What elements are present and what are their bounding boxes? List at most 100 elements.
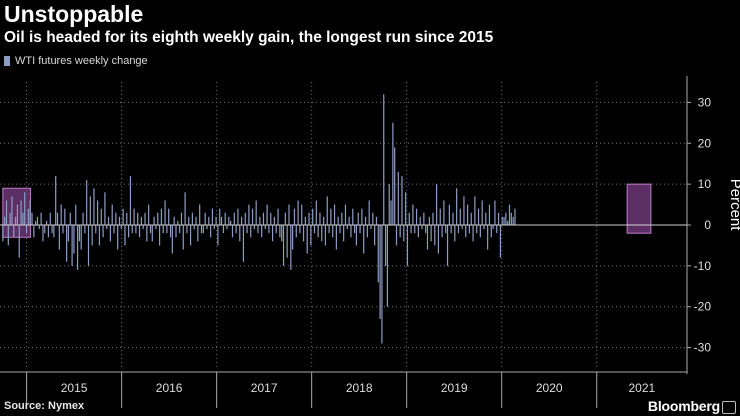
bar — [13, 225, 15, 238]
bar — [73, 225, 75, 254]
chart-title: Unstoppable — [4, 1, 144, 27]
y-tick-label: 0 — [704, 218, 711, 232]
bar — [128, 225, 130, 238]
bar — [497, 212, 500, 225]
bar — [461, 225, 463, 230]
bar — [503, 216, 505, 225]
bar — [488, 204, 491, 225]
highlight-box — [2, 187, 31, 238]
bar — [151, 225, 153, 242]
bar — [479, 225, 481, 238]
bar — [45, 220, 48, 225]
bar — [281, 225, 283, 242]
bar — [162, 225, 164, 234]
bar — [363, 225, 365, 254]
bar — [282, 225, 285, 266]
bar — [222, 225, 224, 234]
bar — [481, 200, 483, 225]
bar — [273, 216, 276, 225]
bar — [226, 225, 228, 230]
bar — [474, 196, 476, 225]
bar — [107, 216, 110, 225]
legend-swatch — [4, 56, 10, 66]
bar — [199, 204, 201, 225]
bloomberg-logo: Bloomberg — [647, 398, 720, 414]
bar — [454, 225, 456, 242]
bar — [184, 192, 186, 225]
bar — [284, 212, 286, 225]
bar — [437, 225, 440, 254]
bar — [100, 208, 102, 225]
bar — [31, 212, 33, 225]
bar — [71, 225, 73, 266]
bar — [487, 225, 489, 250]
bar — [394, 147, 396, 225]
bar — [111, 204, 113, 225]
bar — [505, 212, 507, 225]
bar — [146, 225, 148, 242]
bar — [250, 225, 252, 238]
bar — [390, 200, 392, 225]
bar — [255, 200, 257, 225]
bar — [321, 225, 323, 242]
bar — [55, 175, 57, 225]
bar — [266, 204, 268, 225]
legend-label: WTI futures weekly change — [15, 55, 148, 67]
bar — [357, 212, 359, 225]
bar — [47, 225, 50, 238]
bar — [257, 225, 259, 234]
bar — [426, 225, 429, 250]
bar — [290, 225, 292, 270]
bar — [288, 204, 290, 225]
bar — [142, 225, 144, 230]
bar — [425, 225, 427, 234]
bar — [470, 212, 472, 225]
bar — [206, 225, 208, 230]
bar — [246, 225, 248, 234]
bar — [408, 212, 410, 225]
bar — [188, 216, 190, 225]
bar — [326, 196, 328, 225]
bar — [445, 225, 447, 234]
bar — [242, 225, 245, 262]
bar — [348, 216, 350, 225]
bar — [430, 225, 432, 242]
bar — [432, 212, 434, 225]
bar — [355, 225, 358, 246]
bar — [468, 225, 471, 234]
bar — [93, 188, 95, 225]
bar — [104, 192, 106, 225]
bar — [383, 94, 385, 225]
bar — [148, 204, 150, 225]
y-tick-label: -20 — [694, 300, 712, 314]
bar — [302, 225, 305, 242]
bar — [228, 216, 230, 225]
bar — [477, 208, 480, 225]
x-tick-label: 2019 — [441, 381, 468, 395]
bar — [405, 192, 407, 225]
x-tick-label: 2017 — [251, 381, 278, 395]
bar — [399, 225, 401, 238]
bar — [84, 225, 86, 234]
bar — [91, 225, 93, 246]
bar — [213, 225, 215, 230]
bar — [443, 200, 445, 225]
bar — [82, 212, 84, 225]
bar — [459, 208, 461, 225]
bar — [60, 204, 62, 225]
bar — [191, 212, 193, 225]
bar — [259, 216, 261, 225]
bar — [166, 225, 168, 234]
bar — [80, 225, 82, 250]
bar — [483, 225, 485, 230]
bar — [76, 225, 79, 270]
bar — [75, 204, 77, 225]
bar — [312, 208, 314, 225]
bar — [457, 225, 460, 234]
bar — [292, 225, 294, 250]
bar — [370, 225, 372, 230]
bar — [286, 225, 288, 258]
x-tick-label: 2021 — [629, 381, 656, 395]
bar — [129, 175, 132, 225]
bar — [67, 225, 70, 242]
